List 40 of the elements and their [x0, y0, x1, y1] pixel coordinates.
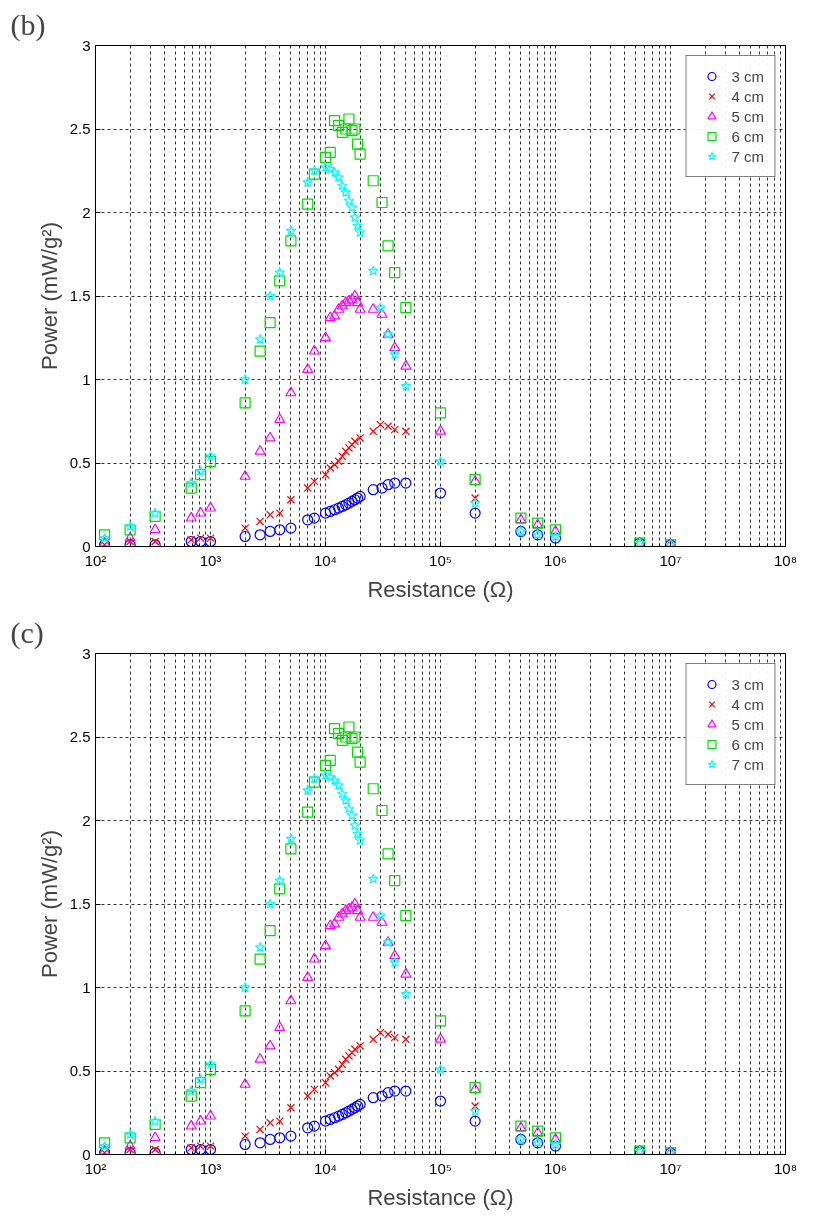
legend-label: 7 cm — [731, 147, 764, 165]
x-tick-label: 10⁸ — [773, 1159, 798, 1177]
y-tick-label: 1 — [82, 370, 91, 388]
y-tick-label: 3 — [82, 36, 91, 54]
y-tick-label: 1.5 — [69, 287, 91, 304]
x-tick-label: 10⁷ — [659, 1159, 682, 1177]
legend-label: 3 cm — [731, 675, 764, 693]
x-axis-title: Resistance (Ω) — [367, 1184, 514, 1210]
y-axis-title: Power (mW/g²) — [36, 830, 62, 978]
legend-label: 5 cm — [731, 107, 764, 125]
legend-label: 5 cm — [731, 715, 764, 733]
x-tick-label: 10⁵ — [429, 1159, 452, 1177]
chart-title: (b) — [10, 7, 46, 42]
y-tick-label: 3 — [82, 644, 91, 662]
x-tick-label: 10⁷ — [659, 551, 682, 569]
y-tick-label: 2.5 — [69, 120, 91, 137]
y-tick-label: 1.5 — [69, 895, 91, 912]
x-axis-title: Resistance (Ω) — [367, 576, 514, 602]
y-tick-label: 2 — [82, 203, 91, 221]
x-tick-label: 10⁵ — [429, 551, 452, 569]
x-tick-label: 10⁸ — [773, 551, 798, 569]
chart-title: (c) — [10, 615, 44, 650]
x-tick-label: 10⁶ — [544, 551, 567, 569]
x-tick-label: 10⁶ — [544, 1159, 567, 1177]
legend-label: 6 cm — [731, 735, 764, 753]
y-axis-title: Power (mW/g²) — [36, 222, 62, 370]
y-tick-label: 2.5 — [69, 728, 91, 745]
y-tick-label: 1 — [82, 978, 91, 996]
legend-label: 4 cm — [731, 87, 764, 105]
y-tick-label: 2 — [82, 811, 91, 829]
legend-label: 6 cm — [731, 127, 764, 145]
y-tick-label: 0.5 — [69, 1062, 91, 1079]
legend-label: 4 cm — [731, 695, 764, 713]
legend-label: 7 cm — [731, 755, 764, 773]
x-tick-label: 10³ — [199, 1159, 222, 1177]
y-tick-label: 0.5 — [69, 454, 91, 471]
legend-label: 3 cm — [731, 67, 764, 85]
x-tick-label: 10³ — [199, 551, 222, 569]
x-tick-label: 10⁴ — [313, 1159, 338, 1177]
x-tick-label: 10⁴ — [313, 551, 338, 569]
